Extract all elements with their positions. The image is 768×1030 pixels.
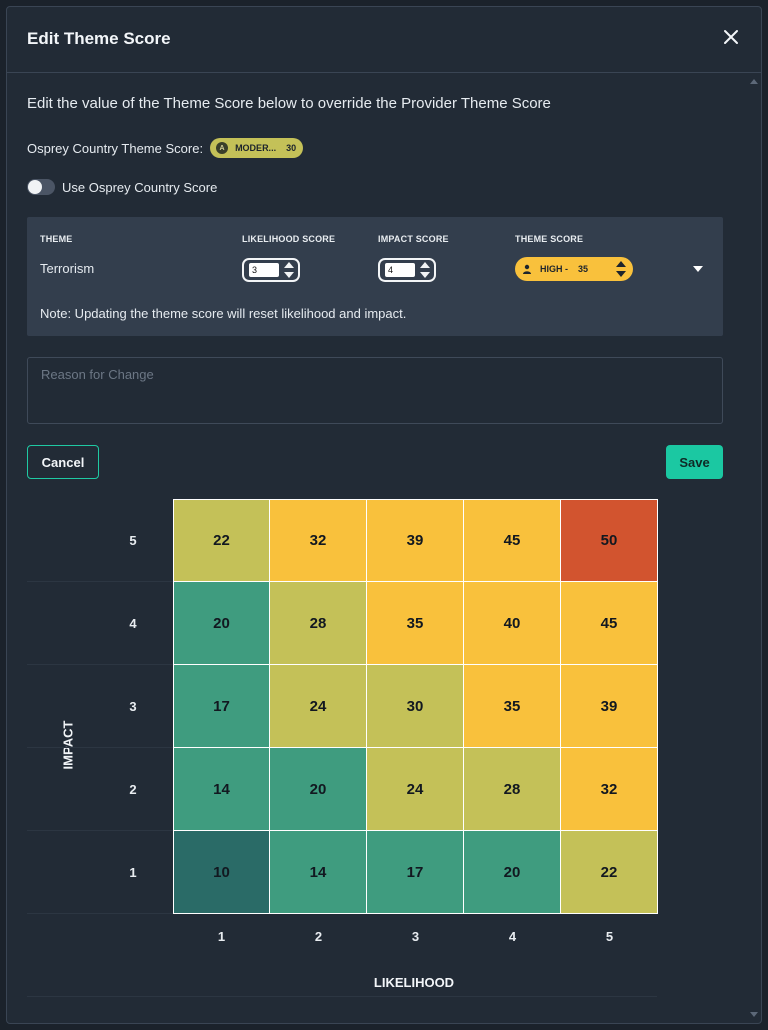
- increment-arrow-icon[interactable]: [616, 261, 626, 267]
- header-impact-score: IMPACT SCORE: [378, 234, 449, 244]
- matrix-cell[interactable]: 24: [367, 748, 464, 831]
- theme-score-arrows[interactable]: [616, 261, 626, 277]
- edit-theme-score-modal: Edit Theme Score Edit the value of the T…: [6, 6, 762, 1024]
- decrement-arrow-icon[interactable]: [420, 272, 430, 278]
- matrix-cell[interactable]: 22: [173, 499, 270, 582]
- modal-header: Edit Theme Score: [7, 7, 761, 73]
- matrix-cell[interactable]: 45: [561, 582, 658, 665]
- use-osprey-score-toggle[interactable]: [27, 179, 55, 195]
- toggle-label: Use Osprey Country Score: [62, 179, 218, 195]
- badge-value: 30: [286, 143, 297, 153]
- matrix-cell[interactable]: 32: [561, 748, 658, 831]
- matrix-cell[interactable]: 28: [464, 748, 561, 831]
- osprey-score-label: Osprey Country Theme Score:: [27, 140, 204, 156]
- header-theme-score: THEME SCORE: [515, 234, 584, 244]
- save-button[interactable]: Save: [666, 445, 723, 479]
- impact-tick-label: 3: [129, 699, 137, 714]
- likelihood-tick-label: 1: [217, 929, 226, 944]
- theme-score-panel: THEME LIKELIHOOD SCORE IMPACT SCORE THEM…: [27, 217, 723, 336]
- matrix-cell[interactable]: 30: [367, 665, 464, 748]
- user-icon: [523, 264, 531, 274]
- intro-text: Edit the value of the Theme Score below …: [27, 95, 551, 112]
- impact-axis-label: IMPACT: [60, 720, 76, 770]
- badge-level: MODER...: [235, 143, 277, 153]
- header-theme: THEME: [40, 234, 73, 244]
- badge-letter-icon: A: [216, 142, 229, 154]
- toggle-knob: [28, 180, 42, 194]
- matrix-cell[interactable]: 17: [367, 831, 464, 914]
- cancel-button[interactable]: Cancel: [27, 445, 99, 479]
- likelihood-axis-label: LIKELIHOOD: [373, 975, 455, 990]
- matrix-cell[interactable]: 14: [270, 831, 367, 914]
- decrement-arrow-icon[interactable]: [616, 271, 626, 277]
- impact-arrows[interactable]: [420, 262, 430, 278]
- matrix-cell[interactable]: 10: [173, 831, 270, 914]
- theme-score-select[interactable]: HIGH - 35: [515, 257, 633, 281]
- matrix-cell[interactable]: 45: [464, 499, 561, 582]
- impact-tick-label: 1: [129, 865, 137, 880]
- reason-for-change-input[interactable]: [27, 357, 723, 424]
- matrix-cell[interactable]: 20: [173, 582, 270, 665]
- matrix-cell[interactable]: 39: [561, 665, 658, 748]
- matrix-cell[interactable]: 28: [270, 582, 367, 665]
- likelihood-tick-label: 2: [314, 929, 323, 944]
- impact-tick-label: 5: [129, 533, 137, 548]
- close-icon[interactable]: [719, 25, 743, 49]
- impact-tick-label: 4: [129, 616, 137, 631]
- theme-score-value: 35: [578, 264, 589, 274]
- matrix-cell[interactable]: 50: [561, 499, 658, 582]
- decrement-arrow-icon[interactable]: [284, 272, 294, 278]
- increment-arrow-icon[interactable]: [420, 262, 430, 268]
- matrix-cell[interactable]: 40: [464, 582, 561, 665]
- impact-tick-label: 2: [129, 782, 137, 797]
- header-likelihood-score: LIKELIHOOD SCORE: [242, 234, 336, 244]
- impact-stepper[interactable]: 4: [378, 258, 436, 282]
- row-divider: [27, 996, 657, 997]
- matrix-cell[interactable]: 22: [561, 831, 658, 914]
- osprey-score-badge: A MODER... 30: [210, 138, 304, 158]
- likelihood-arrows[interactable]: [284, 262, 294, 278]
- increment-arrow-icon[interactable]: [284, 262, 294, 268]
- risk-matrix: IMPACT LIKELIHOOD 5 22 32 39 45 50 4 20 28 35 40 45…: [7, 497, 761, 1023]
- matrix-cell[interactable]: 20: [464, 831, 561, 914]
- likelihood-tick-label: 5: [605, 929, 614, 944]
- matrix-cell[interactable]: 17: [173, 665, 270, 748]
- matrix-cell[interactable]: 39: [367, 499, 464, 582]
- matrix-cell[interactable]: 35: [367, 582, 464, 665]
- likelihood-tick-label: 4: [508, 929, 517, 944]
- reset-note: Note: Updating the theme score will rese…: [40, 306, 407, 321]
- scroll-up-arrow-icon[interactable]: [750, 79, 758, 84]
- scroll-down-arrow-icon[interactable]: [750, 1012, 758, 1017]
- matrix-cell[interactable]: 14: [173, 748, 270, 831]
- matrix-cell[interactable]: 35: [464, 665, 561, 748]
- expand-chevron-down-icon[interactable]: [693, 266, 703, 272]
- theme-score-level: HIGH -: [540, 264, 568, 274]
- likelihood-value[interactable]: 3: [249, 263, 279, 277]
- likelihood-tick-label: 3: [411, 929, 420, 944]
- theme-name: Terrorism: [40, 261, 95, 276]
- modal-title: Edit Theme Score: [27, 29, 171, 48]
- impact-value[interactable]: 4: [385, 263, 415, 277]
- osprey-country-theme-score: Osprey Country Theme Score: A MODER... 3…: [27, 138, 304, 158]
- use-osprey-score-row: Use Osprey Country Score: [27, 179, 217, 195]
- likelihood-stepper[interactable]: 3: [242, 258, 300, 282]
- matrix-cell[interactable]: 32: [270, 499, 367, 582]
- matrix-cell[interactable]: 20: [270, 748, 367, 831]
- matrix-cell[interactable]: 24: [270, 665, 367, 748]
